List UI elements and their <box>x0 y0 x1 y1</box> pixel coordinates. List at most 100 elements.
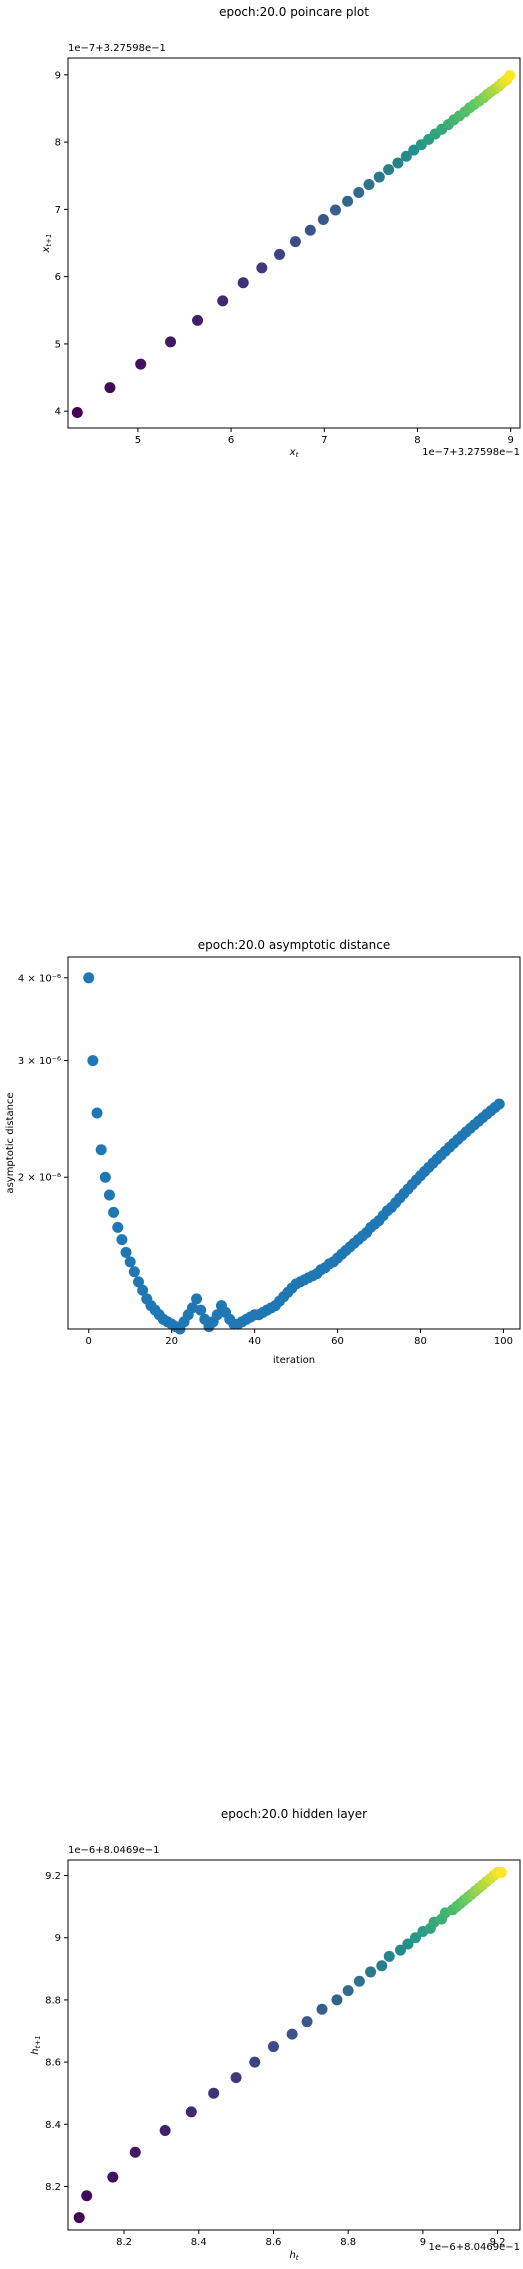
x-tick-label: 20 <box>165 1336 178 1347</box>
poincare-title: epoch:20.0 poincare plot <box>219 5 369 19</box>
data-point <box>116 1234 128 1246</box>
y-tick-label: 8.4 <box>45 2120 61 2131</box>
data-point <box>402 1938 414 1950</box>
y-tick-label: 8.6 <box>45 2058 61 2069</box>
poincare-ylabel: xt+1 <box>41 234 53 254</box>
data-point <box>286 2028 298 2040</box>
x-tick-label: 0 <box>86 1336 92 1347</box>
data-point <box>192 314 204 326</box>
data-point <box>329 204 341 216</box>
y-tick-label: 4 <box>55 407 61 418</box>
data-point <box>304 224 316 236</box>
data-point <box>342 195 354 207</box>
data-point <box>99 1171 111 1183</box>
hidden-y-offset-text: 1e−6+8.0469e−1 <box>68 1845 160 1856</box>
poincare-chart: epoch:20.0 poincare plot 1e−7+3.27598e−1… <box>41 5 521 459</box>
x-tick-label: 80 <box>414 1336 427 1347</box>
y-tick-label: 3 × 10⁻⁶ <box>18 1056 61 1067</box>
data-point <box>383 1950 395 1962</box>
data-point <box>267 2041 279 2053</box>
poincare-y-offset-text: 1e−7+3.27598e−1 <box>68 43 166 54</box>
y-tick-label: 4 × 10⁻⁶ <box>18 973 61 984</box>
hidden-ylabel: ht+1 <box>30 2035 42 2054</box>
asymptotic-plot-frame <box>67 956 521 1330</box>
hidden-plot-frame <box>67 1859 521 2231</box>
data-point <box>135 358 147 370</box>
asymptotic-ticks: 0 20 40 60 80 100 2 × 10⁻⁶ 3 × 10⁻⁶ 4 × 10⁻⁶ <box>18 973 513 1347</box>
data-point <box>230 2072 242 2084</box>
asymptotic-title: epoch:20.0 asymptotic distance <box>198 938 390 952</box>
y-tick-label: 9 <box>55 70 61 81</box>
data-point <box>383 164 395 176</box>
y-tick-label: 9.2 <box>45 1871 61 1882</box>
asymptotic-points <box>83 972 505 1335</box>
data-point <box>376 1960 388 1972</box>
data-point <box>104 382 116 394</box>
y-tick-label: 8.8 <box>45 1995 61 2006</box>
data-point <box>91 1107 103 1119</box>
y-tick-label: 5 <box>55 339 61 350</box>
data-point <box>95 1144 107 1156</box>
data-point <box>331 1994 343 2006</box>
hidden-x-offset-text: 1e−6+8.0469e−1 <box>428 2242 520 2253</box>
data-point <box>83 972 95 984</box>
x-tick-label: 8.4 <box>191 2237 207 2248</box>
data-point <box>504 69 516 81</box>
x-tick-label: 8.2 <box>116 2237 132 2248</box>
poincare-points <box>71 69 516 419</box>
data-point <box>87 1055 99 1067</box>
data-point <box>185 2106 197 2118</box>
data-point <box>342 1985 354 1997</box>
data-point <box>274 248 286 260</box>
data-point <box>73 2212 85 2224</box>
x-tick-label: 8.8 <box>340 2237 356 2248</box>
data-point <box>137 1284 149 1296</box>
data-point <box>120 1246 132 1258</box>
data-point <box>301 2016 313 2028</box>
hidden-ticks: 8.2 8.4 8.6 8.8 9 9.2 8.2 8.4 8.6 8.8 9 9.2 <box>45 1871 505 2248</box>
data-point <box>392 157 404 169</box>
x-tick-label: 6 <box>228 435 234 446</box>
x-tick-label: 8.6 <box>266 2237 282 2248</box>
data-point <box>165 336 177 348</box>
y-tick-label: 7 <box>55 205 61 216</box>
hidden-points <box>73 1866 507 2224</box>
data-point <box>108 1206 120 1218</box>
x-tick-label: 60 <box>331 1336 344 1347</box>
hidden-title: epoch:20.0 hidden layer <box>221 1807 367 1821</box>
x-tick-label: 40 <box>248 1336 261 1347</box>
data-point <box>107 2171 119 2183</box>
data-point <box>103 1189 115 1201</box>
x-tick-label: 9 <box>507 435 513 446</box>
data-point <box>237 277 249 289</box>
poincare-ticks: 5 6 7 8 9 4 5 6 7 8 9 <box>55 70 514 446</box>
data-point <box>132 1276 144 1288</box>
x-tick-label: 9.2 <box>490 2237 506 2248</box>
data-point <box>191 1293 203 1305</box>
data-point <box>195 1304 207 1316</box>
poincare-xlabel: xt <box>289 447 299 459</box>
data-point <box>493 1098 505 1110</box>
poincare-plot-frame <box>67 57 521 429</box>
data-point <box>217 295 229 307</box>
data-point <box>353 187 365 199</box>
data-point <box>211 1309 223 1321</box>
hidden-xlabel: ht <box>289 2250 298 2262</box>
y-tick-label: 9 <box>55 1933 61 1944</box>
y-tick-label: 2 × 10⁻⁶ <box>18 1173 61 1184</box>
data-point <box>365 1966 377 1978</box>
y-tick-label: 8.2 <box>45 2182 61 2193</box>
asymptotic-distance-chart: epoch:20.0 asymptotic distance 0 20 40 60 80… <box>5 938 521 1366</box>
data-point <box>81 2190 93 2202</box>
data-point <box>400 150 412 162</box>
hidden-layer-chart: epoch:20.0 hidden layer 1e−6+8.0469e−1 8… <box>30 1807 521 2262</box>
data-point <box>128 1266 140 1278</box>
data-point <box>409 1932 421 1944</box>
data-point <box>394 1944 406 1956</box>
data-point <box>186 1302 198 1314</box>
data-point <box>129 2146 141 2158</box>
y-tick-label: 6 <box>55 272 61 283</box>
poincare-x-offset-text: 1e−7+3.27598e−1 <box>422 447 520 458</box>
data-point <box>159 2125 171 2137</box>
data-point <box>256 262 268 274</box>
